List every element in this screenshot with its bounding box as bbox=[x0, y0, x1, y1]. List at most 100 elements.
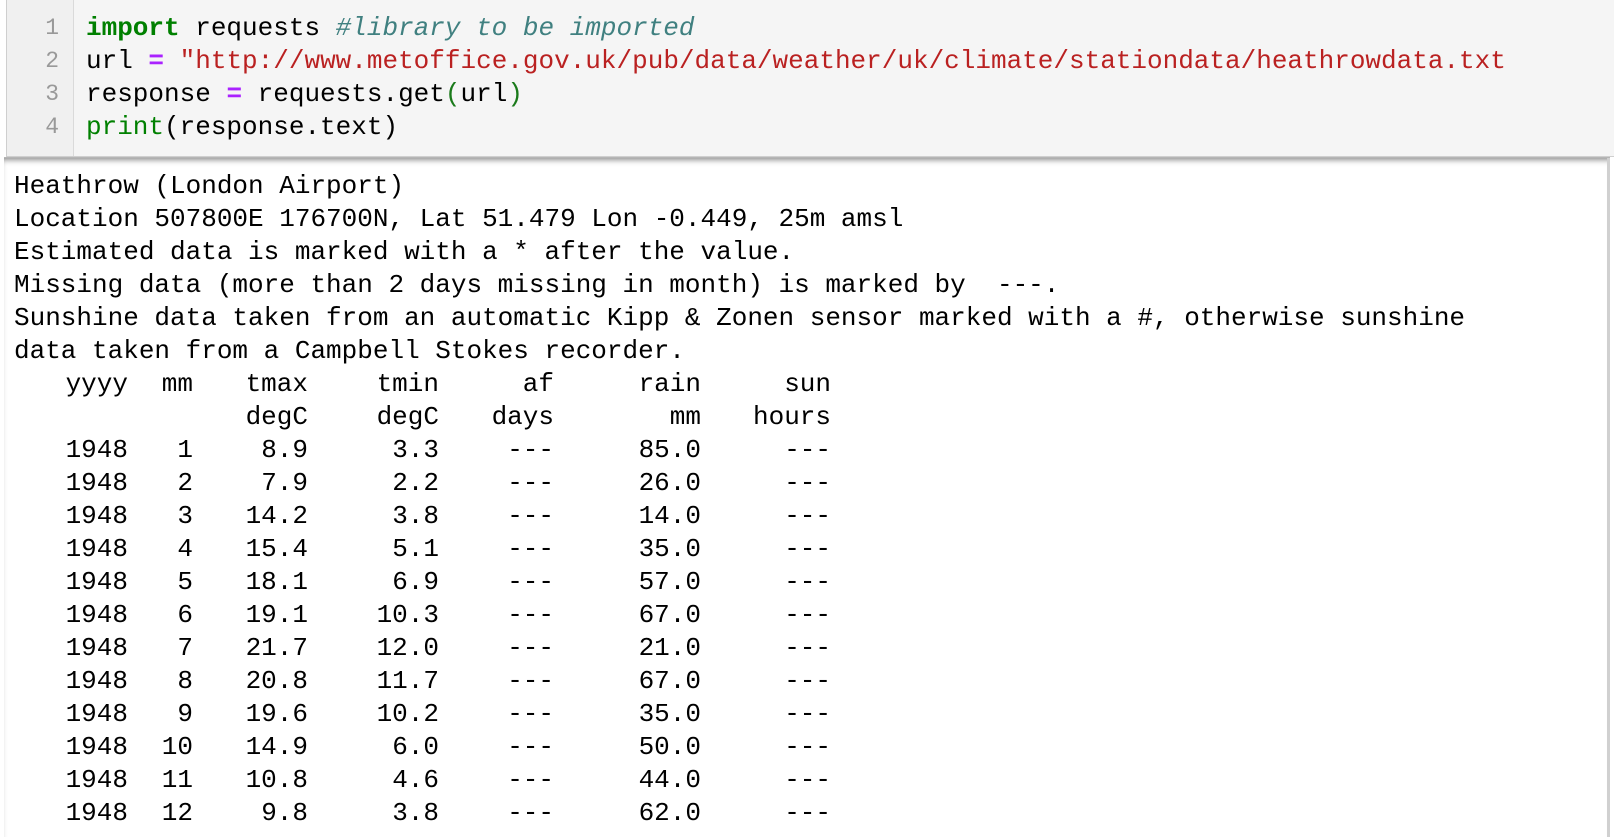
line-number: 1 bbox=[45, 15, 59, 41]
table-row-rain: 62.0 bbox=[638, 798, 701, 828]
column-header-rain: rain bbox=[638, 369, 701, 399]
table-row-tmin: 5.1 bbox=[392, 534, 439, 564]
table-row-tmin: 4.6 bbox=[392, 765, 439, 795]
table-row-year: 1948 bbox=[65, 666, 128, 696]
table-row-rain: 85.0 bbox=[638, 435, 701, 465]
line-number: 4 bbox=[45, 114, 59, 140]
table-row-af: --- bbox=[507, 699, 554, 729]
column-header-month: mm bbox=[161, 369, 193, 399]
table-row-af: --- bbox=[507, 600, 554, 630]
table-row-af: --- bbox=[507, 435, 554, 465]
table-row-year: 1948 bbox=[65, 534, 128, 564]
code-text: (response.text) bbox=[164, 112, 399, 142]
table-row-sun: --- bbox=[784, 600, 831, 630]
table-row-rain: 35.0 bbox=[638, 534, 701, 564]
table-row-year: 1948 bbox=[65, 765, 128, 795]
table-row-sun: --- bbox=[784, 633, 831, 663]
table-row-month: 3 bbox=[177, 501, 193, 531]
table-row-sun: --- bbox=[784, 435, 831, 465]
table-row-tmax: 19.1 bbox=[245, 600, 308, 630]
table-row-tmin: 3.3 bbox=[392, 435, 439, 465]
cell-output[interactable]: Heathrow (London Airport) Location 50780… bbox=[4, 157, 1610, 837]
table-row-month: 5 bbox=[177, 567, 193, 597]
column-header-year: yyyy bbox=[65, 369, 128, 399]
table-row-tmax: 10.8 bbox=[245, 765, 308, 795]
table-row-tmax: 8.9 bbox=[261, 435, 308, 465]
table-row-rain: 50.0 bbox=[638, 732, 701, 762]
table-row-tmax: 20.8 bbox=[245, 666, 308, 696]
table-row-sun: --- bbox=[784, 798, 831, 828]
table-row-sun: --- bbox=[784, 534, 831, 564]
table-row-tmin: 6.9 bbox=[392, 567, 439, 597]
table-row-af: --- bbox=[507, 732, 554, 762]
line-number: 2 bbox=[45, 48, 59, 74]
assign-operator: = bbox=[226, 79, 243, 109]
close-paren: ) bbox=[507, 79, 523, 109]
scrollbar[interactable] bbox=[1607, 158, 1610, 837]
table-row-tmax: 14.2 bbox=[245, 501, 308, 531]
column-header-af: af bbox=[522, 369, 554, 399]
code-variable: url bbox=[86, 46, 149, 76]
table-row-month: 6 bbox=[177, 600, 193, 630]
table-row-month: 11 bbox=[161, 765, 193, 795]
code-line-1[interactable]: import requests #library to be imported bbox=[86, 12, 695, 45]
table-row-sun: --- bbox=[784, 567, 831, 597]
table-row-rain: 14.0 bbox=[638, 501, 701, 531]
code-space bbox=[164, 46, 180, 76]
output-header-line: data taken from a Campbell Stokes record… bbox=[14, 336, 685, 366]
table-row-tmax: 21.7 bbox=[245, 633, 308, 663]
code-line-2[interactable]: url = "http://www.metoffice.gov.uk/pub/d… bbox=[86, 45, 1506, 78]
table-row-tmin: 2.2 bbox=[392, 468, 439, 498]
url-string: "http://www.metoffice.gov.uk/pub/data/we… bbox=[179, 46, 1506, 76]
table-row-rain: 26.0 bbox=[638, 468, 701, 498]
table-row-rain: 21.0 bbox=[638, 633, 701, 663]
builtin-print: print bbox=[86, 112, 165, 142]
table-row-tmax: 19.6 bbox=[245, 699, 308, 729]
line-number: 3 bbox=[45, 81, 59, 107]
table-row-tmin: 3.8 bbox=[392, 798, 439, 828]
table-row-tmax: 15.4 bbox=[245, 534, 308, 564]
column-unit-sun: hours bbox=[752, 402, 831, 432]
table-row-af: --- bbox=[507, 765, 554, 795]
keyword-import: import bbox=[86, 13, 180, 43]
table-row-af: --- bbox=[507, 501, 554, 531]
line-number-gutter: 1 2 3 4 bbox=[7, 0, 74, 156]
table-row-sun: --- bbox=[784, 666, 831, 696]
column-header-sun: sun bbox=[784, 369, 831, 399]
code-variable: response bbox=[86, 79, 227, 109]
table-row-tmin: 10.3 bbox=[376, 600, 439, 630]
table-row-month: 4 bbox=[177, 534, 193, 564]
table-row-sun: --- bbox=[784, 765, 831, 795]
table-row-rain: 44.0 bbox=[638, 765, 701, 795]
output-header-line: Location 507800E 176700N, Lat 51.479 Lon… bbox=[14, 204, 904, 234]
code-argument: url bbox=[460, 79, 508, 109]
table-row-rain: 57.0 bbox=[638, 567, 701, 597]
table-row-af: --- bbox=[507, 666, 554, 696]
table-row-month: 10 bbox=[161, 732, 193, 762]
table-row-year: 1948 bbox=[65, 798, 128, 828]
code-line-4[interactable]: print(response.text) bbox=[86, 111, 398, 144]
table-row-tmin: 6.0 bbox=[392, 732, 439, 762]
column-unit-rain: mm bbox=[669, 402, 701, 432]
table-row-sun: --- bbox=[784, 699, 831, 729]
code-cell[interactable]: 1 2 3 4 import requests #library to be i… bbox=[6, 0, 1614, 157]
code-line-3[interactable]: response = requests.get(url) bbox=[86, 78, 523, 111]
table-row-rain: 67.0 bbox=[638, 600, 701, 630]
table-row-tmin: 11.7 bbox=[376, 666, 439, 696]
table-row-af: --- bbox=[507, 468, 554, 498]
column-header-tmax: tmax bbox=[245, 369, 308, 399]
table-row-rain: 35.0 bbox=[638, 699, 701, 729]
open-paren: ( bbox=[444, 79, 461, 109]
column-unit-tmax: degC bbox=[245, 402, 308, 432]
table-row-month: 9 bbox=[177, 699, 193, 729]
table-row-month: 12 bbox=[161, 798, 193, 828]
table-row-year: 1948 bbox=[65, 732, 128, 762]
table-row-tmax: 14.9 bbox=[245, 732, 308, 762]
table-row-month: 7 bbox=[177, 633, 193, 663]
table-row-af: --- bbox=[507, 534, 554, 564]
assign-operator: = bbox=[148, 46, 165, 76]
table-row-tmax: 7.9 bbox=[261, 468, 308, 498]
table-row-year: 1948 bbox=[65, 468, 128, 498]
table-row-tmin: 3.8 bbox=[392, 501, 439, 531]
table-row-year: 1948 bbox=[65, 501, 128, 531]
